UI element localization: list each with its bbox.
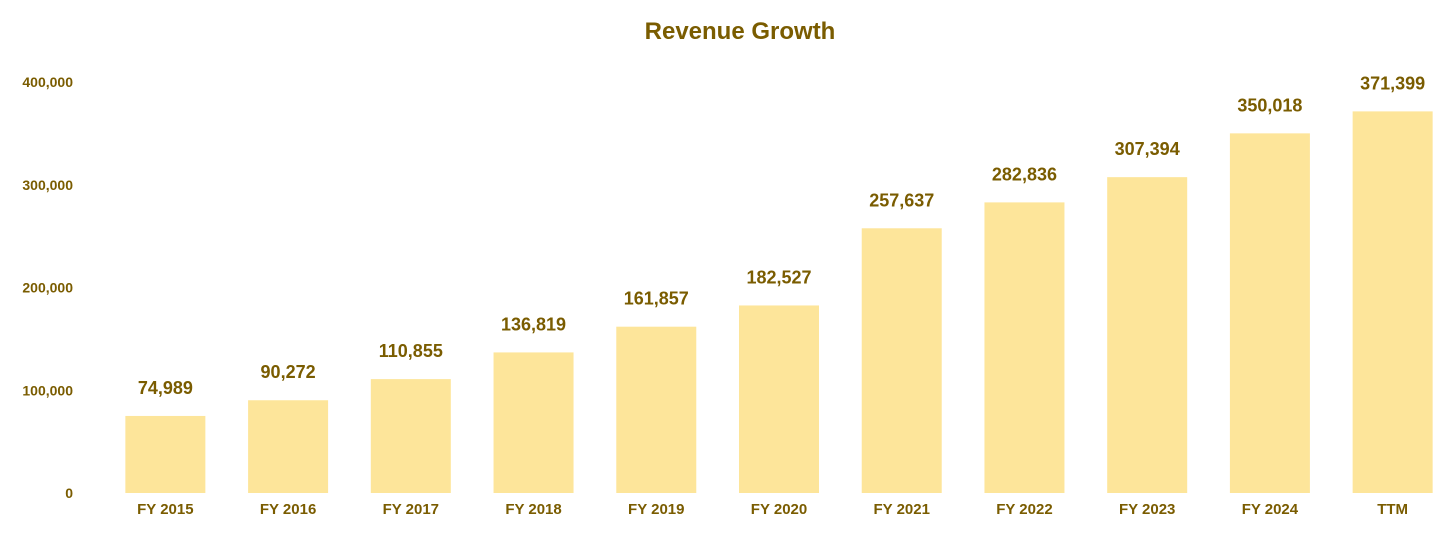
data-labels: 74,989 90,272 110,855 136,819 161,857 182,527… — [138, 73, 1425, 398]
data-label: 136,819 — [501, 314, 566, 334]
data-label: 110,855 — [379, 341, 443, 361]
x-tick-label: FY 2018 — [505, 501, 561, 518]
y-tick-label: 100,000 — [22, 382, 73, 398]
bar-fy-2019 — [616, 326, 697, 493]
x-tick-label: FY 2022 — [996, 501, 1052, 518]
y-tick-label: 200,000 — [22, 280, 73, 296]
data-label: 257,637 — [869, 190, 934, 210]
bar-fy-2021 — [861, 228, 942, 493]
x-tick-label: FY 2017 — [383, 501, 439, 518]
x-tick-label: FY 2019 — [628, 501, 684, 518]
x-tick-label: TTM — [1377, 501, 1408, 518]
bar-fy-2016 — [248, 400, 329, 493]
x-tick-label: FY 2016 — [260, 501, 316, 518]
x-tick-label: FY 2024 — [1242, 501, 1299, 518]
x-axis: FY 2015 FY 2016 FY 2017 FY 2018 FY 2019 FY 20… — [137, 501, 1408, 518]
bar-fy-2022 — [984, 202, 1065, 493]
bar-ttm — [1352, 111, 1433, 494]
bar-fy-2024 — [1229, 133, 1310, 493]
data-label: 90,272 — [261, 362, 316, 382]
x-tick-label: FY 2023 — [1119, 501, 1175, 518]
chart-title: Revenue Growth — [644, 18, 836, 45]
bar-fy-2020 — [739, 305, 819, 493]
y-axis: 0 100,000 200,000 300,000 400,000 — [22, 74, 73, 501]
data-label: 350,018 — [1237, 95, 1302, 115]
x-tick-label: FY 2015 — [137, 501, 193, 518]
data-label: 161,857 — [624, 289, 689, 309]
bar-fy-2015 — [125, 415, 206, 493]
y-tick-label: 300,000 — [22, 177, 73, 193]
x-tick-label: FY 2021 — [874, 501, 930, 518]
bars — [125, 111, 1433, 494]
data-label: 182,527 — [746, 267, 811, 287]
x-tick-label: FY 2020 — [751, 501, 807, 518]
y-tick-label: 0 — [65, 485, 73, 501]
bar-fy-2018 — [493, 352, 574, 493]
bar-fy-2017 — [370, 379, 451, 493]
data-label: 74,989 — [138, 378, 193, 398]
data-label: 307,394 — [1115, 139, 1180, 159]
bar-fy-2023 — [1107, 177, 1188, 494]
y-tick-label: 400,000 — [22, 74, 73, 90]
data-label: 282,836 — [992, 164, 1057, 184]
data-label: 371,399 — [1360, 73, 1425, 93]
